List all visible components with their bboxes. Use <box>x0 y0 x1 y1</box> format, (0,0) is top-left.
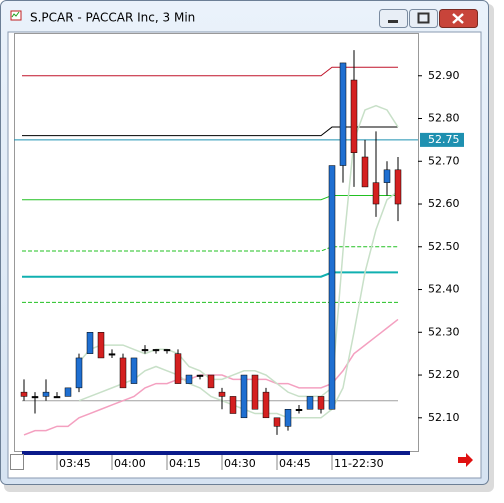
x-tick-label: 04:00 <box>114 457 146 470</box>
maximize-button[interactable] <box>409 9 438 28</box>
candle-body <box>262 391 270 419</box>
x-tick-label: 04:15 <box>169 457 201 470</box>
candle-body <box>42 391 50 397</box>
candle-body <box>75 357 83 389</box>
candle-body <box>383 169 391 183</box>
y-tick-label: 52.90 <box>428 69 460 82</box>
y-tick-label: 52.80 <box>428 112 460 125</box>
candle-body <box>229 396 237 414</box>
candle-body <box>361 156 369 188</box>
candle-body <box>185 374 193 384</box>
candle-body <box>174 353 182 384</box>
level-line <box>22 194 398 201</box>
app-icon-glyph <box>11 11 20 18</box>
minimize-glyph <box>388 20 398 23</box>
candle-body <box>130 357 138 384</box>
x-tick-label: 11-22:30 <box>334 457 384 470</box>
y-tick-label: 52.60 <box>428 197 460 210</box>
candle-body <box>196 374 204 377</box>
y-tick-label: 52.20 <box>428 368 460 381</box>
candle-body <box>31 396 39 399</box>
candle-body <box>317 396 325 410</box>
y-tick-label: 52.50 <box>428 240 460 253</box>
candle-body <box>53 396 61 399</box>
candle-body <box>284 408 292 427</box>
candle-body <box>328 165 336 410</box>
candle-body <box>295 408 303 411</box>
candle-body <box>240 374 248 419</box>
y-tick-label: 52.70 <box>428 154 460 167</box>
candle-body <box>108 353 116 356</box>
candle-body <box>119 357 127 389</box>
candle-body <box>273 417 281 427</box>
candle-body <box>64 387 72 397</box>
candle-body <box>207 374 215 389</box>
candle-body <box>86 332 94 354</box>
y-tick-label: 52.40 <box>428 283 460 296</box>
scroll-strip[interactable] <box>22 451 410 455</box>
y-tick-label: 52.30 <box>428 325 460 338</box>
window-title: S.PCAR - PACCAR Inc, 3 Min <box>30 11 195 25</box>
candle-body <box>306 396 314 410</box>
candle-body <box>394 169 402 205</box>
level-line <box>22 126 398 137</box>
close-glyph <box>452 13 464 24</box>
y-tick-label: 52.10 <box>428 411 460 424</box>
price-label: 52.75 <box>428 133 460 146</box>
candle-body <box>339 62 347 166</box>
plot-area <box>14 33 419 452</box>
candle-body <box>163 349 171 352</box>
candle-body <box>152 349 160 352</box>
scroll-arrow[interactable] <box>458 453 473 467</box>
candle-body <box>20 391 28 397</box>
candle-body <box>350 79 358 153</box>
x-tick-label: 03:45 <box>59 457 91 470</box>
candle-body <box>218 391 226 397</box>
candle-body <box>372 182 380 205</box>
level-line <box>22 66 398 77</box>
corner-box[interactable] <box>10 454 24 470</box>
chart: 52.10 52.20 52.30 52.40 52.50 52.60 52.70 52.80… <box>14 50 464 470</box>
price-box <box>420 132 464 147</box>
x-tick-label: 04:30 <box>224 457 256 470</box>
x-tick-label: 04:45 <box>279 457 311 470</box>
candle-body <box>251 374 259 410</box>
minimize-button[interactable] <box>379 9 408 28</box>
maximize-glyph <box>417 12 430 24</box>
level-line <box>22 246 398 252</box>
candle-body <box>97 332 105 359</box>
indicator-curve <box>78 104 399 398</box>
candle-body <box>141 349 149 352</box>
